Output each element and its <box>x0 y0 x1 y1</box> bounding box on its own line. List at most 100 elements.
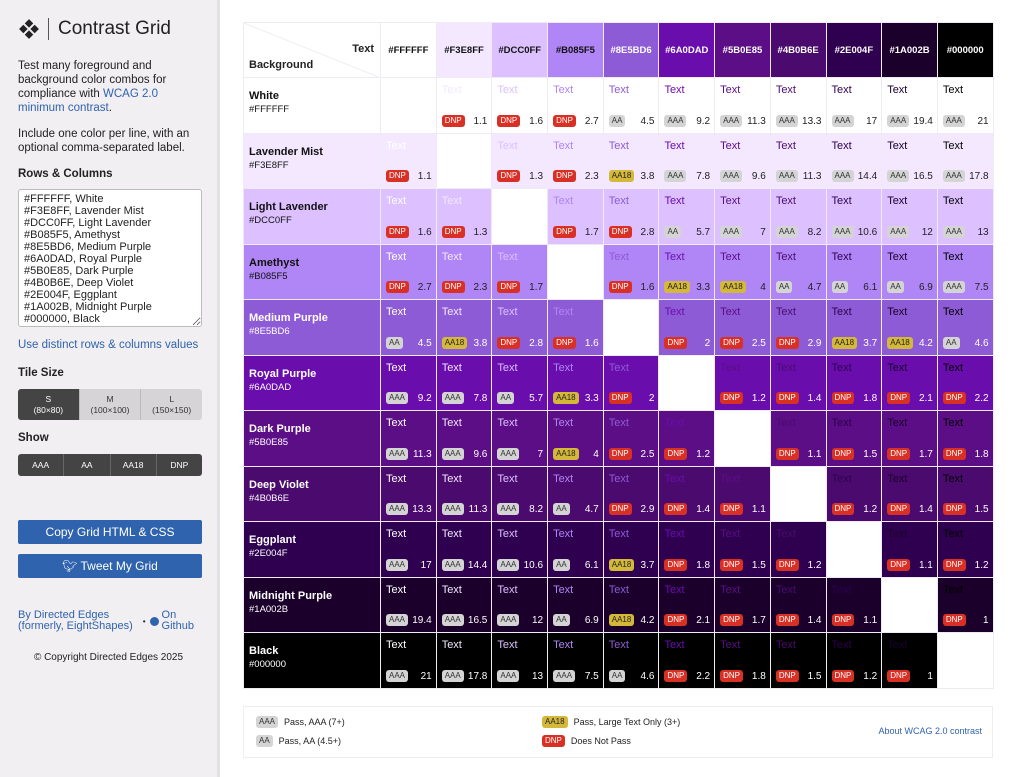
grid-cell: Text DNP 2.1 <box>658 576 716 633</box>
show-heading: Show <box>18 432 49 444</box>
contrast-ratio: 3.7 <box>640 559 655 571</box>
grid-cell: Text DNP 2.5 <box>602 410 660 467</box>
row-header: Eggplant #2E004F <box>243 521 381 578</box>
contrast-ratio: 1.5 <box>751 559 766 571</box>
contrast-ratio: 1.2 <box>974 559 989 571</box>
grid-cell: Text AAA 14.4 <box>435 521 493 578</box>
grid-cell: Text AAA 11.3 <box>435 465 493 522</box>
sample-text: Text <box>887 472 908 485</box>
contrast-ratio: 6.1 <box>863 282 878 293</box>
contrast-ratio: 21 <box>420 670 432 682</box>
grid-cell: Text AA 4.6 <box>602 632 660 689</box>
row-header: Dark Purple #5B0E85 <box>243 410 381 467</box>
sample-text: Text <box>553 472 574 485</box>
grid-cell: Text AAA 8.2 <box>769 188 827 245</box>
sample-text: Text <box>942 417 964 429</box>
grid-cell: Text AA 4.5 <box>380 299 437 356</box>
grid-cell: Text AA 6.1 <box>825 243 883 300</box>
tile-size-m[interactable]: M (100×100) <box>79 389 142 420</box>
sample-text: Text <box>386 250 407 263</box>
compliance-badge: AA <box>608 669 626 682</box>
show-aa18-toggle[interactable]: AA18 <box>110 454 157 476</box>
sample-text: Text <box>664 472 685 485</box>
row-color-hex: #6A0DAD <box>249 381 292 393</box>
sample-text: Text <box>775 583 796 596</box>
show-filter: AAA AA AA18 DNP <box>18 454 202 476</box>
grid-cell: Text DNP 2.1 <box>881 354 938 411</box>
sample-text: Text <box>386 528 407 540</box>
compliance-badge: DNP <box>441 281 465 293</box>
github-icon <box>149 616 159 626</box>
contrast-ratio: 4.6 <box>974 337 989 349</box>
grid-cell: Text DNP 1.8 <box>936 410 994 467</box>
sample-text: Text <box>664 417 685 429</box>
compliance-badge: AAA <box>497 669 520 682</box>
grid-cell: Text DNP 2.8 <box>602 188 660 245</box>
about-wcag-link[interactable]: About WCAG 2.0 contrast <box>878 726 982 736</box>
sample-text: Text <box>386 472 407 485</box>
wcag-link[interactable]: WCAG 2.0 minimum contrast <box>18 88 158 114</box>
instructions: Include one color per line, with an opti… <box>18 128 190 154</box>
grid-cell-empty <box>491 188 549 245</box>
sample-text: Text <box>831 639 852 651</box>
grid-cell: Text DNP 1.8 <box>825 354 883 411</box>
directed-edges-link[interactable]: By Directed Edges (formerly, EightShapes) <box>18 609 133 632</box>
sample-text: Text <box>553 84 574 96</box>
show-aa-toggle[interactable]: AA <box>64 454 111 476</box>
distinct-values-link[interactable]: Use distinct rows & columns values <box>18 339 199 351</box>
sample-text: Text <box>664 84 685 96</box>
contrast-ratio: 1.2 <box>863 670 878 682</box>
compliance-badge: DNP <box>664 614 688 626</box>
grid-cell: Text AAA 19.4 <box>881 77 938 134</box>
sample-text: Text <box>831 250 852 263</box>
compliance-badge: DNP <box>553 336 576 349</box>
grid-cell: Text DNP 2.2 <box>936 354 994 411</box>
copy-grid-button[interactable]: Copy Grid HTML & CSS <box>18 520 202 544</box>
show-aaa-toggle[interactable]: AAA <box>18 454 65 476</box>
compliance-badge: AAA <box>887 114 910 127</box>
tile-size-s[interactable]: S (80×80) <box>18 389 80 420</box>
row-header: Royal Purple #6A0DAD <box>243 354 381 411</box>
grid-cell: Text AA 5.7 <box>658 188 716 245</box>
grid-row: Medium Purple #8E5BD6 Text AA 4.5 Text AA18 3.8… <box>243 299 994 356</box>
compliance-badge: DNP <box>608 503 632 515</box>
grid-cell: Text AAA 13.3 <box>769 77 827 134</box>
grid-cell: Text AA 6.1 <box>547 521 604 578</box>
grid-cell: Text AAA 17.8 <box>435 632 493 689</box>
row-color-hex: #5B0E85 <box>249 437 289 448</box>
compliance-badge: DNP <box>775 447 799 460</box>
sample-text: Text <box>497 583 518 596</box>
sample-text: Text <box>831 361 852 374</box>
tile-size-l[interactable]: L (150×150) <box>141 389 202 420</box>
grid-cell: Text DNP 1.4 <box>881 465 938 522</box>
legend-aa18-badge: AA18 <box>542 716 568 728</box>
row-color-name: Midnight Purple <box>249 589 333 602</box>
credits: By Directed Edges (formerly, EightShapes)… <box>18 609 194 632</box>
sample-text: Text <box>942 250 964 263</box>
contrast-ratio: 2.5 <box>640 448 655 460</box>
row-header: Black #000000 <box>243 632 381 689</box>
sample-text: Text <box>497 139 518 152</box>
row-header: White #FFFFFF <box>243 77 381 134</box>
contrast-ratio: 11.3 <box>468 504 488 515</box>
sample-text: Text <box>887 195 908 207</box>
column-header: #FFFFFF <box>380 22 437 78</box>
sample-text: Text <box>720 306 741 318</box>
sample-text: Text <box>664 639 685 651</box>
contrast-ratio: 1.1 <box>473 115 488 127</box>
compliance-badge: DNP <box>441 114 465 127</box>
sample-text: Text <box>887 639 908 651</box>
contrast-ratio: 1.8 <box>863 393 878 404</box>
compliance-badge: DNP <box>664 503 688 515</box>
contrast-ratio: 2.2 <box>974 393 989 404</box>
grid-cell: Text AAA 12 <box>491 576 549 633</box>
github-link[interactable]: On Github <box>161 609 194 632</box>
colors-textarea[interactable]: #FFFFFF, White #F3E8FF, Lavender Mist #D… <box>18 189 202 327</box>
grid-cell: Text DNP 2.9 <box>769 299 827 356</box>
compliance-badge: AAA <box>386 447 409 460</box>
tweet-grid-button[interactable]: 🐦︎ Tweet My Grid <box>18 554 202 578</box>
contrast-ratio: 14.4 <box>857 171 878 182</box>
contrast-ratio: 7.5 <box>584 670 599 682</box>
show-dnp-toggle[interactable]: DNP <box>156 454 202 476</box>
sample-text: Text <box>441 361 462 374</box>
